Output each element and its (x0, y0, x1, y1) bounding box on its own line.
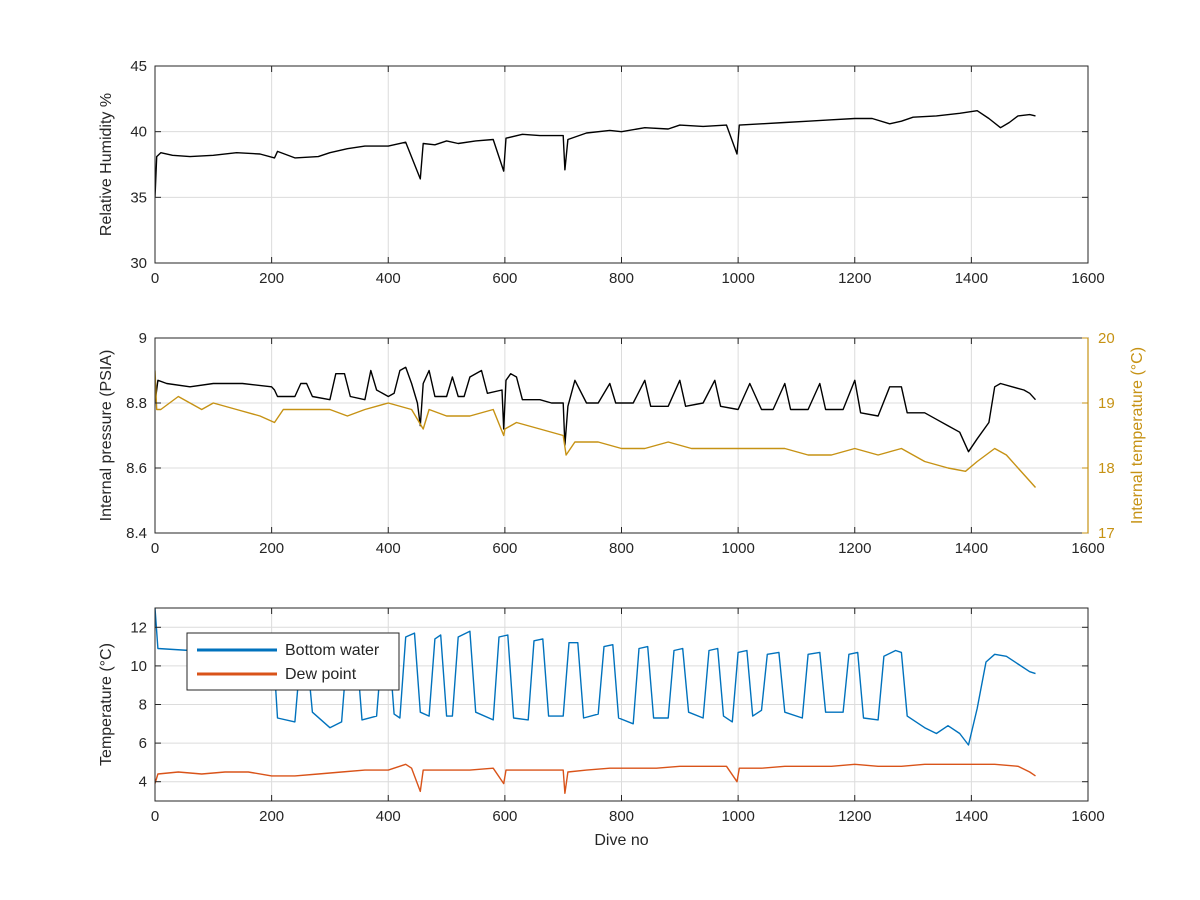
y-right-tick-label: 17 (1098, 525, 1115, 542)
x-tick-label: 0 (151, 270, 159, 287)
x-tick-label: 1400 (955, 808, 988, 825)
x-tick-label: 1600 (1071, 270, 1104, 287)
y-tick-label: 12 (130, 619, 147, 636)
x-tick-label: 1600 (1071, 808, 1104, 825)
x-tick-label: 200 (259, 270, 284, 287)
x-tick-label: 800 (609, 808, 634, 825)
series-line-bottom-water (155, 608, 1036, 746)
series-line-dew-point (155, 763, 1036, 794)
y-axis-label: Temperature (°C) (98, 643, 115, 766)
x-tick-label: 0 (151, 808, 159, 825)
x-tick-label: 400 (376, 270, 401, 287)
x-tick-label: 1200 (838, 808, 871, 825)
x-tick-label: 1200 (838, 270, 871, 287)
y-right-tick-label: 19 (1098, 395, 1115, 412)
series-line-2-1 (155, 366, 1037, 453)
y-tick-label: 35 (130, 189, 147, 206)
x-tick-label: 200 (259, 540, 284, 557)
x-axis-label: Dive no (594, 832, 648, 849)
x-tick-label: 600 (492, 270, 517, 287)
y-axis-label: Relative Humidity % (98, 93, 115, 236)
series-line-2-2 (155, 370, 1037, 488)
x-tick-label: 1000 (721, 540, 754, 557)
x-tick-label: 1000 (721, 808, 754, 825)
x-tick-label: 600 (492, 540, 517, 557)
x-tick-label: 400 (376, 808, 401, 825)
y-right-tick-label: 18 (1098, 460, 1115, 477)
panel-3: 0 200 400 600 800 1000 1200 1400 1600 4 6 8 10 12 Temp… (98, 607, 1105, 849)
y-tick-label: 45 (130, 58, 147, 75)
x-tick-label: 1400 (955, 540, 988, 557)
y-tick-label: 8 (139, 697, 147, 714)
y-axis-label-right: Internal temperature (°C) (1129, 347, 1146, 524)
x-tick-label: 1000 (721, 270, 754, 287)
y-tick-label: 40 (130, 124, 147, 141)
y-right-tick-label: 20 (1098, 330, 1115, 347)
panel-1: 0 200 400 600 800 1000 1200 1400 1600 30 35 40 45 Rel… (98, 58, 1105, 287)
x-tick-label: 1200 (838, 540, 871, 557)
x-tick-label: 600 (492, 808, 517, 825)
y-tick-label: 6 (139, 735, 147, 752)
y-tick-label: 4 (139, 774, 147, 791)
x-tick-label: 400 (376, 540, 401, 557)
x-tick-label: 800 (609, 540, 634, 557)
panel-2: 0 200 400 600 800 1000 1200 1400 1600 8.4 8.6 8.8 9 1… (98, 330, 1146, 557)
y-tick-label: 8.4 (126, 525, 147, 542)
x-tick-label: 800 (609, 270, 634, 287)
y-axis-label: Internal pressure (PSIA) (98, 350, 115, 522)
series-line-1-1 (155, 110, 1036, 198)
legend-label: Bottom water (285, 642, 380, 659)
legend-box (186, 632, 400, 691)
x-tick-label: 200 (259, 808, 284, 825)
y-tick-label: 30 (130, 255, 147, 272)
legend: Bottom water Dew point (186, 632, 400, 691)
y-tick-label: 10 (130, 658, 147, 675)
y-tick-label: 9 (139, 330, 147, 347)
x-tick-label: 0 (151, 540, 159, 557)
y-tick-label: 8.6 (126, 460, 147, 477)
x-tick-label: 1600 (1071, 540, 1104, 557)
legend-label: Dew point (285, 666, 357, 683)
x-tick-label: 1400 (955, 270, 988, 287)
y-tick-label: 8.8 (126, 395, 147, 412)
